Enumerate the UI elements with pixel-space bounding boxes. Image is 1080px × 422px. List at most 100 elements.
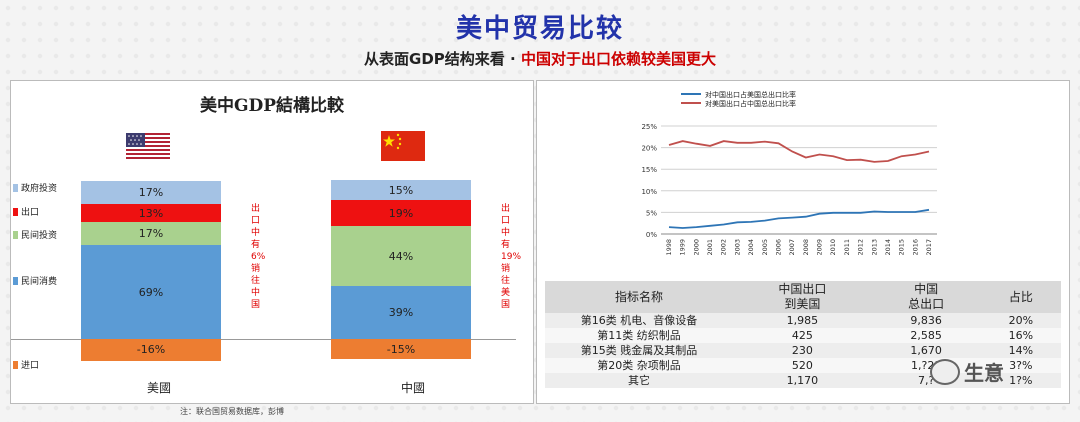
x-tick-label: 2006 — [774, 239, 782, 256]
watermark-text: 生意 — [964, 361, 1004, 385]
trade-ratio-panel: 0% 5% 10% 15% 20% 25% 1998 1999 2000 2001 2002 2003… — [536, 80, 1070, 404]
table-cell: 425 — [733, 328, 872, 343]
table-row: 第11类 纺织制品 425 2,585 16% — [545, 328, 1061, 343]
side-note-cn: 出口中有 19% 销往美国 — [501, 204, 522, 310]
series-line — [668, 208, 930, 229]
x-tick-label: 2003 — [733, 239, 741, 256]
table-cell: 2,585 — [871, 328, 981, 343]
table-cell: 第20类 杂项制品 — [545, 358, 733, 373]
subtitle-highlight: 中国对于出口依赖较美国更大 — [520, 50, 716, 68]
subtitle-plain: 从表面GDP结构来看 · — [364, 50, 521, 68]
bar-segment: 69% — [81, 245, 221, 339]
x-tick-label: 2000 — [692, 239, 700, 256]
source-note: 注：联合国贸易数据库，彭博 — [180, 407, 284, 416]
bar-segment: 17% — [81, 181, 221, 205]
y-tick-label: 0% — [646, 231, 657, 239]
legend-label: 进口 — [21, 361, 40, 371]
table-cell: 16% — [980, 328, 1061, 343]
legend-label: 政府投资 — [21, 184, 58, 194]
table-cell: 1,670 — [871, 343, 981, 358]
table-cell: 9,836 — [871, 313, 981, 328]
table-header-row: 指标名称 中国出口 到美国 中国 总出口 占比 — [545, 281, 1061, 313]
legend-label: 出口 — [21, 208, 40, 218]
table-cell: 其它 — [545, 373, 733, 388]
x-tick-label: 2010 — [829, 239, 837, 256]
legend-swatch — [13, 183, 18, 192]
legend-item: 进口 — [13, 358, 39, 371]
y-tick-label: 15% — [641, 166, 657, 174]
legend-label: 民间投资 — [21, 231, 58, 241]
legend-swatch — [13, 360, 18, 369]
legend-label: 民间消费 — [21, 277, 58, 287]
table-cell: 第11类 纺织制品 — [545, 328, 733, 343]
legend-swatch — [13, 276, 18, 285]
wechat-icon — [930, 358, 960, 385]
header-exports-to-us: 中国出口 到美国 — [733, 281, 872, 313]
legend-label: 对美国出口占中国总出口比率 — [705, 99, 796, 108]
country-label-cn: 中國 — [400, 381, 425, 395]
bar-segment: 17% — [81, 222, 221, 246]
side-note-us: 出口中有 6% 销往中国 — [251, 204, 266, 310]
table-row: 第16类 机电、音像设备 1,985 9,836 20% — [545, 313, 1061, 328]
legend-swatch — [13, 230, 18, 239]
table-cell: 第16类 机电、音像设备 — [545, 313, 733, 328]
x-tick-label: 2014 — [884, 239, 892, 256]
table-row: 第15类 贱金属及其制品 230 1,670 14% — [545, 343, 1061, 358]
bar-segment-import: -15% — [331, 339, 471, 360]
y-tick-label: 25% — [641, 123, 657, 131]
page-subtitle: 从表面GDP结构来看 · 中国对于出口依赖较美国更大 — [0, 48, 1080, 69]
gdp-chart-title: 美中GDP結構比較 — [199, 96, 345, 116]
gdp-structure-panel: 美中GDP結構比較 69% 17% 13% 17% -16% 39% 44% 19% 15% -1… — [10, 80, 534, 404]
x-tick-label: 2009 — [816, 239, 824, 256]
x-tick-label: 2001 — [706, 239, 714, 256]
table-cell: 第15类 贱金属及其制品 — [545, 343, 733, 358]
table-cell: 1?% — [980, 373, 1061, 388]
bar-segment: 13% — [81, 204, 221, 223]
x-tick-label: 2016 — [911, 239, 919, 256]
country-label-us: 美國 — [146, 381, 171, 395]
table-row: 其它 1,170 7,? 1?% — [545, 373, 1061, 388]
y-tick-label: 5% — [646, 209, 657, 217]
export-category-table: 指标名称 中国出口 到美国 中国 总出口 占比 第16类 机电、音像设备 1,98… — [545, 281, 1061, 388]
table-cell: 14% — [980, 343, 1061, 358]
legend-item: 政府投资 — [13, 181, 57, 194]
bar-segment: 39% — [331, 285, 471, 339]
x-tick-label: 2012 — [857, 239, 865, 256]
legend-label: 对中国出口占美国总出口比率 — [705, 90, 796, 99]
table-cell: 1,985 — [733, 313, 872, 328]
us-flag-icon — [126, 133, 170, 159]
page-title: 美中贸易比较 — [455, 14, 624, 44]
watermark: 生意 — [930, 357, 1004, 386]
bar-segment: 19% — [331, 200, 471, 227]
x-tick-label: 2002 — [720, 239, 728, 256]
y-tick-label: 10% — [641, 188, 657, 196]
x-tick-label: 2013 — [870, 239, 878, 256]
x-tick-label: 2011 — [843, 239, 851, 256]
table-cell: 230 — [733, 343, 872, 358]
x-tick-label: 1999 — [679, 239, 687, 256]
header-indicator: 指标名称 — [545, 281, 733, 313]
legend-item: 民间投资 — [13, 228, 57, 241]
bar-segment: 15% — [331, 179, 471, 201]
y-tick-label: 20% — [641, 145, 657, 153]
x-tick-label: 1998 — [665, 239, 673, 256]
legend-item: 出口 — [13, 205, 39, 218]
bar-segment-import: -16% — [81, 339, 221, 361]
x-tick-label: 2008 — [802, 239, 810, 256]
zero-axis-line — [11, 339, 516, 340]
header-share: 占比 — [980, 281, 1061, 313]
table-cell: 1,170 — [733, 373, 872, 388]
series-line — [668, 140, 930, 163]
x-tick-label: 2017 — [925, 239, 933, 256]
legend-swatch — [13, 207, 18, 216]
table-cell: 3?% — [980, 358, 1061, 373]
bar-segment: 44% — [331, 226, 471, 286]
trade-ratio-line-chart: 0% 5% 10% 15% 20% 25% 1998 1999 2000 2001 2002 2003… — [617, 86, 947, 271]
china-flag-icon — [381, 131, 425, 161]
x-tick-label: 2015 — [898, 239, 906, 256]
x-tick-label: 2007 — [788, 239, 796, 256]
x-tick-label: 2004 — [747, 239, 755, 256]
table-cell: 520 — [733, 358, 872, 373]
table-cell: 20% — [980, 313, 1061, 328]
header-total-exports: 中国 总出口 — [871, 281, 981, 313]
